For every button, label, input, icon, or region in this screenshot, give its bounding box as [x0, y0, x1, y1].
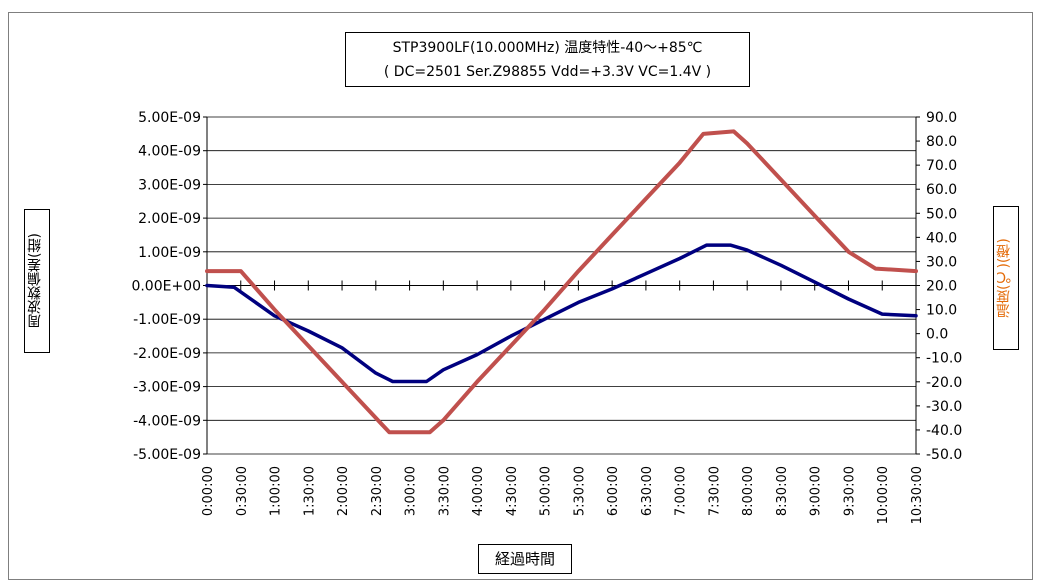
x-axis-label: 経過時間: [478, 544, 572, 574]
y-right-tick-label: 30.0: [926, 254, 957, 270]
chart-title-line2: ( DC=2501 Ser.Z98855 Vdd=+3.3V VC=1.4V ): [383, 64, 712, 80]
x-tick-label: 2:00:00: [336, 466, 351, 516]
x-tick-label: 9:30:00: [842, 466, 857, 516]
y-right-tick-label: -50.0: [926, 447, 962, 463]
x-tick-label: 3:30:00: [437, 466, 452, 516]
y-left-tick-label: 4.00E-09: [138, 144, 201, 160]
y-right-tick-label: 90.0: [926, 110, 957, 126]
y-right-tick-label: 40.0: [926, 230, 957, 246]
y-left-tick-label: 0.00E+00: [131, 279, 201, 295]
x-tick-label: 10:30:00: [910, 466, 925, 524]
y-right-tick-label: -40.0: [926, 423, 962, 439]
y-right-tick-label: -30.0: [926, 399, 962, 415]
x-tick-label: 0:30:00: [235, 466, 250, 516]
y-left-tick-label: -2.00E-09: [133, 346, 201, 362]
chart-title-box: STP3900LF(10.000MHz) 温度特性-40～+85℃ ( DC=2…: [345, 32, 750, 87]
x-tick-label: 1:00:00: [269, 466, 284, 516]
frequency-deviation-series-line: [205, 243, 918, 384]
x-tick-label: 4:00:00: [471, 466, 486, 516]
x-tick-label: 10:00:00: [876, 466, 891, 524]
y-right-tick-label: 0.0: [926, 327, 948, 343]
x-tick-label: 6:30:00: [640, 466, 655, 516]
y-right-tick-label: 20.0: [926, 279, 957, 295]
y-left-tick-label: -1.00E-09: [133, 312, 201, 328]
y-right-tick-label: 70.0: [926, 158, 957, 174]
x-tick-label: 5:00:00: [539, 466, 554, 516]
x-tick-label: 7:30:00: [707, 466, 722, 516]
x-tick-label: 2:30:00: [370, 466, 385, 516]
y-left-tick-label: 5.00E-09: [138, 110, 201, 126]
x-tick-label: 8:30:00: [775, 466, 790, 516]
x-tick-label: 4:30:00: [505, 466, 520, 516]
temperature-series-line: [205, 129, 918, 435]
y-left-tick-label: 1.00E-09: [138, 245, 201, 261]
y-left-tick-label: -5.00E-09: [133, 447, 201, 463]
x-tick-label: 8:00:00: [741, 466, 756, 516]
y-axis-left-label: 周波数偏差(紺): [24, 209, 50, 353]
y-right-tick-label: -20.0: [926, 375, 962, 391]
x-tick-label: 0:00:00: [201, 466, 216, 516]
y-right-tick-label: 80.0: [926, 134, 957, 150]
x-tick-label: 6:00:00: [606, 466, 621, 516]
y-axis-right-label: 温度(℃)(橙): [993, 206, 1019, 350]
x-tick-label: 1:30:00: [302, 466, 317, 516]
x-tick-label: 5:30:00: [572, 466, 587, 516]
x-tick-label: 3:00:00: [404, 466, 419, 516]
x-tick-label: 9:00:00: [809, 466, 824, 516]
y-right-tick-label: 10.0: [926, 303, 957, 319]
chart-title-line1: STP3900LF(10.000MHz) 温度特性-40～+85℃: [392, 40, 703, 56]
y-left-tick-label: -4.00E-09: [133, 413, 201, 429]
y-right-tick-label: -10.0: [926, 351, 962, 367]
x-tick-label: 7:00:00: [674, 466, 689, 516]
y-right-tick-label: 50.0: [926, 206, 957, 222]
y-right-tick-label: 60.0: [926, 182, 957, 198]
y-left-tick-label: 3.00E-09: [138, 177, 201, 193]
y-left-tick-label: -3.00E-09: [133, 380, 201, 396]
y-left-tick-label: 2.00E-09: [138, 211, 201, 227]
chart-frame: [8, 12, 1033, 580]
